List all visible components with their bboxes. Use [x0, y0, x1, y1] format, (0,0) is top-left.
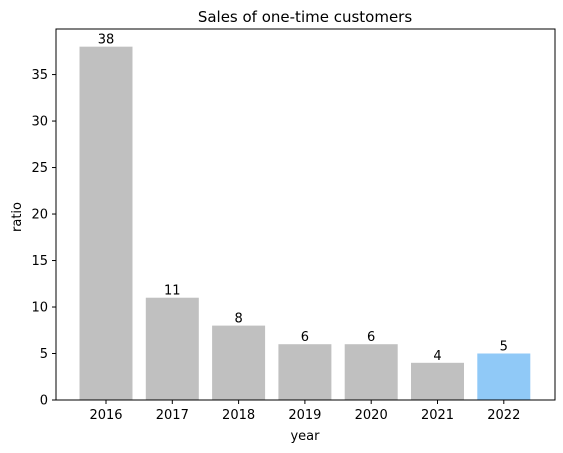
x-tick-label: 2022	[487, 408, 520, 423]
bar-2022	[477, 353, 531, 400]
bar-2021	[411, 362, 464, 400]
data-labels: 38 11 8 6 6 4 5	[98, 33, 508, 364]
bar-2019	[278, 344, 332, 400]
x-axis-title: year	[290, 429, 320, 444]
bar-2017	[145, 297, 199, 400]
bar-2020	[344, 344, 398, 400]
y-tick-label: 30	[31, 115, 48, 130]
data-label-2018: 8	[234, 312, 242, 327]
data-label-2022: 5	[500, 340, 508, 355]
data-label-2016: 38	[98, 33, 115, 48]
x-tick-label: 2019	[288, 408, 321, 423]
x-tick-label: 2016	[89, 408, 122, 423]
chart-title: Sales of one-time customers	[198, 8, 413, 26]
bar-2016	[79, 46, 133, 401]
plot-bars	[79, 46, 531, 401]
bar-2018	[212, 325, 266, 400]
y-axis-title: ratio	[10, 202, 25, 232]
plot-frame	[55, 28, 556, 401]
x-axis: 2016 2017 2018 2019 2020 2021 2022	[89, 400, 520, 423]
data-label-2021: 4	[433, 349, 441, 364]
x-tick-label: 2017	[156, 408, 189, 423]
data-label-2017: 11	[164, 284, 181, 299]
y-tick-label: 20	[31, 208, 48, 223]
y-tick-label: 15	[31, 254, 48, 269]
y-tick-label: 0	[40, 394, 48, 409]
y-tick-label: 5	[40, 347, 48, 362]
x-tick-label: 2020	[355, 408, 388, 423]
data-label-2019: 6	[301, 330, 309, 345]
y-tick-label: 35	[31, 68, 48, 83]
y-axis: 0 5 10 15 20 25 30 35	[31, 68, 56, 409]
x-tick-label: 2021	[421, 408, 454, 423]
y-tick-label: 25	[31, 161, 48, 176]
y-tick-label: 10	[31, 301, 48, 316]
x-tick-label: 2018	[222, 408, 255, 423]
data-label-2020: 6	[367, 330, 375, 345]
